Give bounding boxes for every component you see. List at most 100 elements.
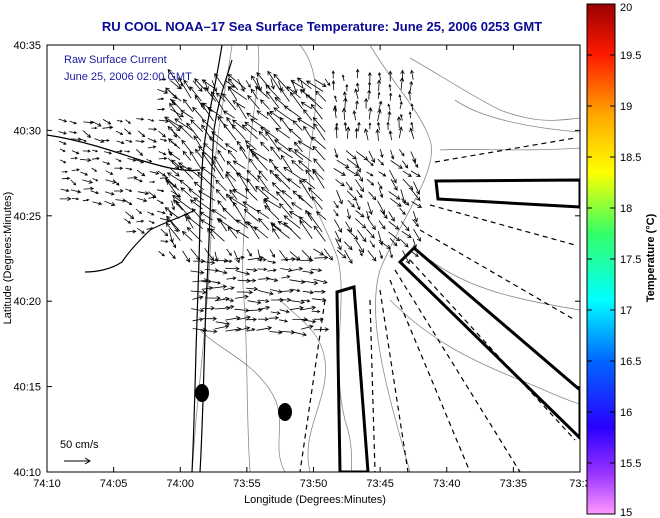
current-vector — [303, 109, 313, 121]
current-vector — [345, 221, 352, 233]
current-vector — [167, 68, 183, 90]
current-vector — [211, 131, 224, 142]
current-vector — [357, 121, 361, 131]
current-vector — [290, 80, 304, 89]
current-vector — [311, 136, 327, 150]
current-vector — [82, 149, 91, 153]
current-vector — [298, 216, 312, 229]
current-vector — [303, 125, 313, 140]
current-vector — [135, 139, 145, 144]
current-vector — [60, 188, 70, 193]
current-vector — [334, 95, 337, 103]
current-vector — [168, 179, 177, 188]
current-vector — [399, 238, 409, 248]
current-vector — [302, 178, 316, 189]
current-vector — [409, 127, 415, 140]
current-vector — [291, 331, 308, 337]
current-vector — [376, 121, 381, 131]
current-vector — [210, 91, 224, 111]
current-vector — [260, 141, 270, 152]
current-vector — [221, 93, 237, 111]
current-vector — [210, 228, 225, 242]
current-vector — [314, 255, 329, 260]
current-vector — [257, 267, 268, 272]
current-vector — [114, 149, 123, 153]
current-vector — [346, 208, 351, 220]
current-vector — [290, 257, 301, 261]
current-vector — [227, 73, 247, 90]
current-vector — [334, 219, 343, 233]
current-vector — [367, 250, 377, 262]
current-vector — [179, 179, 191, 190]
current-vector — [149, 171, 160, 175]
current-vector — [159, 138, 168, 142]
current-vector — [410, 121, 414, 130]
contour-line — [242, 45, 260, 472]
current-vector — [211, 80, 218, 93]
polygon-southeast — [397, 245, 580, 441]
current-vector — [410, 103, 414, 111]
colorbar-label: Temperature (°C) — [645, 213, 657, 302]
current-vector — [160, 228, 169, 237]
current-vector — [246, 178, 257, 193]
current-vector — [312, 297, 327, 303]
current-vector — [401, 230, 412, 238]
current-vector — [61, 170, 68, 174]
current-vector — [156, 189, 165, 193]
current-vector — [192, 106, 204, 119]
current-vector — [409, 80, 414, 92]
contour-line — [199, 329, 286, 472]
current-vector — [147, 118, 155, 122]
current-vector — [214, 296, 230, 302]
current-vector — [398, 149, 405, 157]
current-vector — [273, 107, 294, 122]
current-vector — [214, 324, 230, 330]
current-vector — [82, 179, 94, 184]
current-vector — [280, 88, 290, 102]
current-vector — [125, 139, 133, 143]
current-vector — [71, 168, 80, 172]
current-vector — [377, 91, 381, 99]
current-vector — [189, 150, 202, 170]
current-vector — [311, 309, 321, 314]
current-vector — [227, 149, 237, 160]
current-vector — [193, 181, 205, 191]
current-vector — [355, 100, 359, 110]
current-vector — [127, 158, 137, 162]
current-vector — [399, 100, 403, 110]
contour-line — [389, 299, 580, 405]
current-vector — [410, 69, 414, 80]
current-vector — [412, 159, 419, 169]
current-vector — [368, 106, 373, 120]
current-vector — [300, 258, 314, 263]
current-vector — [193, 197, 214, 212]
surface-current-vectors — [58, 68, 423, 337]
current-vector — [354, 127, 359, 139]
current-vector — [367, 81, 372, 90]
current-vector — [303, 280, 319, 286]
x-tick-label: 74:05 — [100, 478, 128, 490]
current-vector — [245, 286, 259, 292]
current-vector — [256, 71, 271, 90]
current-vector — [249, 149, 268, 161]
current-vector — [333, 209, 339, 217]
dashed-line — [299, 299, 326, 472]
current-vector — [334, 148, 339, 159]
current-vector — [386, 121, 390, 130]
current-vector — [208, 136, 227, 151]
current-vector — [171, 200, 176, 211]
dashed-line — [409, 259, 576, 441]
current-vector — [124, 218, 132, 224]
current-vector — [192, 317, 204, 322]
current-vector — [379, 250, 383, 260]
current-vector — [227, 78, 239, 91]
current-vector — [170, 168, 180, 177]
current-vector — [191, 207, 202, 220]
current-vector — [279, 202, 293, 219]
polygon-east — [434, 178, 580, 209]
current-vector — [273, 165, 290, 182]
current-vector — [189, 86, 202, 102]
current-vector — [283, 215, 301, 229]
current-vector — [194, 78, 205, 90]
current-vector — [333, 200, 339, 209]
